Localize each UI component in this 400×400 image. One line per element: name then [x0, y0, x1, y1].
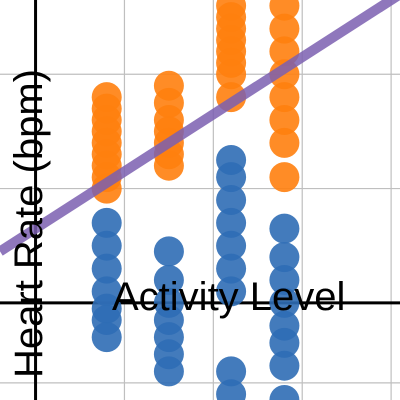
data-point	[153, 236, 184, 267]
data-point	[269, 127, 300, 158]
data-point	[91, 230, 122, 261]
data-point	[269, 265, 300, 295]
data-points	[91, 0, 300, 400]
data-point	[216, 379, 247, 400]
data-point	[153, 265, 184, 295]
data-point	[269, 385, 300, 400]
data-point	[269, 350, 300, 381]
data-point	[216, 207, 247, 238]
data-point	[269, 287, 300, 318]
y-axis-title: Heart Rate (bpm)	[7, 69, 51, 378]
data-point	[269, 327, 300, 358]
data-point	[91, 322, 122, 353]
data-point	[216, 230, 247, 261]
data-point	[269, 213, 300, 244]
data-point	[269, 105, 300, 135]
data-point	[153, 150, 184, 181]
data-point	[91, 253, 122, 284]
data-point	[216, 253, 247, 284]
data-point	[91, 207, 122, 238]
trend-line	[0, 0, 400, 256]
data-point	[216, 162, 247, 193]
data-point	[269, 82, 300, 113]
data-point	[269, 242, 300, 273]
trend-line-group	[0, 0, 400, 256]
data-point	[216, 185, 247, 215]
data-point	[269, 0, 300, 21]
x-axis-title: Activity Level	[112, 275, 345, 319]
data-point	[216, 59, 247, 90]
data-point	[216, 356, 247, 387]
data-point	[153, 356, 184, 387]
data-point	[269, 13, 300, 44]
data-point	[269, 162, 300, 193]
data-point	[216, 276, 247, 307]
